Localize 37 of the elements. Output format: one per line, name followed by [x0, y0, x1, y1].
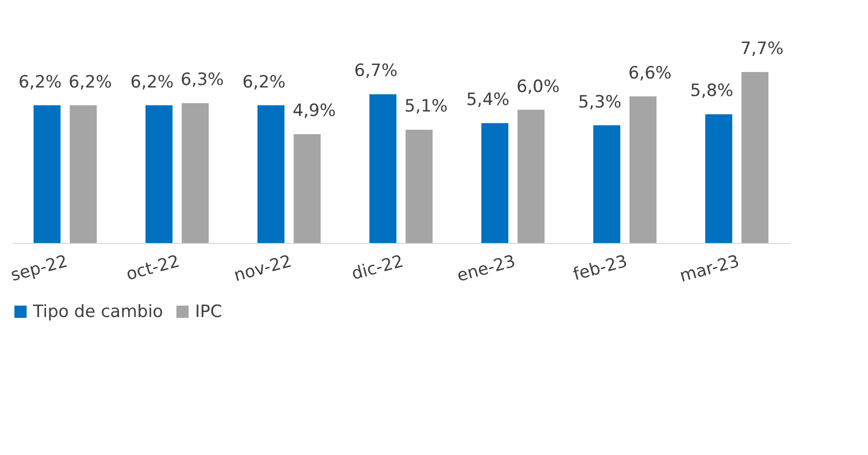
- x-tick-label: sep-22: [8, 252, 70, 286]
- data-label: 6,2%: [130, 72, 174, 92]
- bar: [741, 72, 768, 243]
- data-label: 6,3%: [180, 70, 224, 90]
- x-tick-label: mar-23: [678, 252, 742, 287]
- bar: [593, 125, 620, 243]
- bar: [406, 130, 433, 243]
- data-label: 5,3%: [578, 92, 622, 112]
- x-tick-label: oct-22: [124, 252, 182, 285]
- data-label: 6,2%: [242, 72, 286, 92]
- bar: [369, 94, 396, 243]
- bar: [34, 105, 61, 243]
- data-label: 6,7%: [354, 61, 398, 82]
- data-label: 7,7%: [740, 39, 784, 59]
- bar: [481, 123, 508, 243]
- x-tick-label: feb-23: [571, 252, 630, 286]
- data-label: 5,4%: [466, 90, 510, 110]
- legend-label: Tipo de cambio: [32, 302, 164, 322]
- bar: [518, 110, 545, 243]
- x-tick-label: ene-23: [454, 252, 518, 286]
- data-label: 4,9%: [292, 101, 336, 122]
- data-label: 5,1%: [404, 96, 448, 117]
- bar: [705, 114, 732, 243]
- data-label: 6,6%: [628, 63, 672, 84]
- data-label: 5,8%: [690, 81, 734, 102]
- x-tick-label: dic-22: [350, 252, 406, 285]
- data-label: 6,2%: [18, 72, 62, 92]
- data-label: 6,2%: [68, 72, 112, 92]
- x-tick-label: nov-22: [232, 252, 294, 286]
- bar: [182, 103, 209, 243]
- legend-label: IPC: [195, 302, 222, 322]
- data-label: 6,0%: [516, 76, 560, 97]
- bar: [70, 105, 97, 243]
- bar: [146, 105, 173, 243]
- bar: [629, 96, 656, 243]
- bar: [257, 105, 284, 243]
- bar: [294, 134, 321, 243]
